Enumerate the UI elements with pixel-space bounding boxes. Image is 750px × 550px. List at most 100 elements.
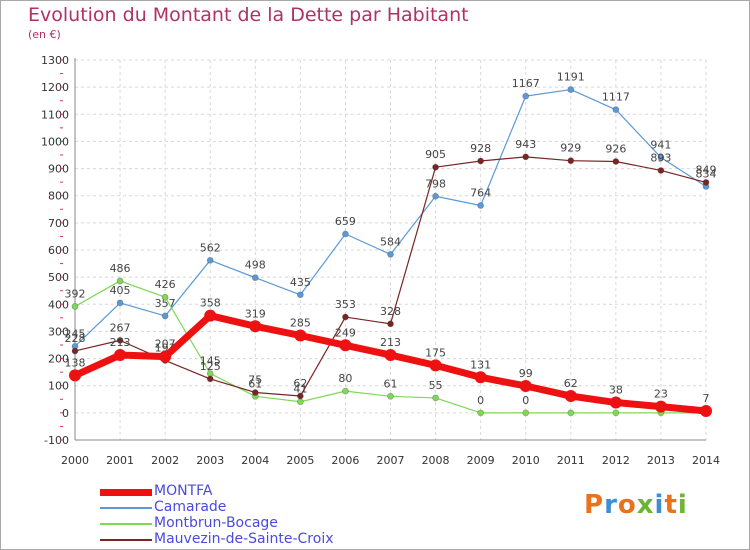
x-tick-label: 2004 xyxy=(241,454,269,467)
data-point-mauvezin-de-sainte-croix xyxy=(116,336,124,344)
data-point-montfa xyxy=(384,349,397,362)
data-point-montbrun-bocage xyxy=(342,387,349,395)
data-label-montfa: 99 xyxy=(519,367,533,380)
data-label-camarade: 834 xyxy=(696,167,717,180)
data-label-camarade: 1117 xyxy=(602,91,630,104)
data-point-camarade xyxy=(161,312,169,320)
y-tick-label: 600 xyxy=(48,244,69,257)
data-point-camarade xyxy=(206,256,214,264)
data-label-mauvezin-de-sainte-croix: 893 xyxy=(650,151,671,164)
data-label-montbrun-bocage: 145 xyxy=(200,355,221,368)
y-tick-label: 1000 xyxy=(41,135,69,148)
x-tick-label: 2012 xyxy=(602,454,630,467)
data-point-camarade xyxy=(296,291,304,299)
data-point-mauvezin-de-sainte-croix xyxy=(657,167,665,174)
legend-swatch-montfa xyxy=(100,488,152,496)
x-tick-label: 2006 xyxy=(331,454,359,467)
data-point-montfa xyxy=(204,309,217,322)
data-label-montfa: 249 xyxy=(335,326,356,339)
data-label-mauvezin-de-sainte-croix: 926 xyxy=(605,143,626,156)
proxiti-logo: Proxiti xyxy=(584,490,688,520)
data-point-montfa xyxy=(114,349,127,362)
logo-letter: r xyxy=(604,490,618,520)
data-label-montbrun-bocage: 0 xyxy=(522,394,529,407)
y-tick-label: 800 xyxy=(48,190,69,203)
data-label-montbrun-bocage: 55 xyxy=(429,379,443,392)
data-label-mauvezin-de-sainte-croix: 928 xyxy=(470,142,491,155)
data-point-mauvezin-de-sainte-croix xyxy=(432,163,439,171)
data-label-montfa: 7 xyxy=(703,392,710,405)
data-label-montbrun-bocage: 0 xyxy=(477,394,484,407)
y-tick-label: 200 xyxy=(48,353,69,366)
y-tick-label: 300 xyxy=(48,325,69,338)
data-point-mauvezin-de-sainte-croix xyxy=(477,157,485,165)
data-point-camarade xyxy=(567,86,575,93)
data-label-camarade: 941 xyxy=(650,138,671,151)
data-point-camarade xyxy=(342,230,349,238)
data-label-montfa: 207 xyxy=(155,338,176,351)
data-label-montfa: 138 xyxy=(65,356,86,369)
data-label-montbrun-bocage: 486 xyxy=(110,262,131,275)
logo-letter: i xyxy=(677,490,688,520)
data-label-mauvezin-de-sainte-croix: 228 xyxy=(65,332,86,345)
data-point-montbrun-bocage xyxy=(116,277,124,285)
logo-letter: i xyxy=(654,490,665,520)
data-point-mauvezin-de-sainte-croix xyxy=(251,389,259,396)
y-tick-label: 0 xyxy=(62,407,69,420)
data-point-montfa xyxy=(69,369,81,382)
x-tick-label: 2007 xyxy=(377,454,405,467)
logo-letter: t xyxy=(664,490,678,520)
logo-letter: P xyxy=(584,490,605,520)
data-point-mauvezin-de-sainte-croix xyxy=(71,347,79,355)
data-point-montfa xyxy=(474,371,487,384)
logo-letter: o xyxy=(617,490,637,520)
data-point-camarade xyxy=(432,192,439,200)
legend-label-camarade: Camarade xyxy=(154,499,227,515)
data-point-camarade xyxy=(251,274,259,282)
data-point-montfa xyxy=(339,339,352,352)
data-point-montbrun-bocage xyxy=(387,392,394,400)
legend-swatch-mauvezin xyxy=(100,539,152,541)
data-label-camarade: 245 xyxy=(65,327,86,340)
data-label-montbrun-bocage: 61 xyxy=(384,377,398,390)
y-tick-label: 700 xyxy=(48,217,69,230)
data-point-montfa xyxy=(609,396,622,409)
y-tick-label: 1200 xyxy=(41,81,69,94)
data-label-camarade: 798 xyxy=(425,177,446,190)
x-tick-label: 2013 xyxy=(647,454,675,467)
data-label-montfa: 131 xyxy=(470,358,491,371)
data-point-montbrun-bocage xyxy=(432,394,439,402)
y-tick-label: 900 xyxy=(48,163,69,176)
data-point-montfa xyxy=(294,329,307,342)
data-label-camarade: 498 xyxy=(245,259,266,272)
x-tick-label: 2000 xyxy=(61,454,89,467)
data-point-montfa xyxy=(700,404,712,417)
data-point-montfa xyxy=(654,400,667,413)
data-point-montbrun-bocage xyxy=(296,398,304,406)
data-label-camarade: 1191 xyxy=(557,71,585,84)
data-point-montbrun-bocage xyxy=(612,409,620,417)
x-tick-label: 2002 xyxy=(151,454,179,467)
data-label-montbrun-bocage: 41 xyxy=(293,383,307,396)
legend-label-montfa: MONTFA xyxy=(154,483,213,499)
data-point-camarade xyxy=(657,154,665,161)
data-label-montfa: 213 xyxy=(110,336,131,349)
legend-swatch-camarade xyxy=(100,507,152,509)
data-label-montfa: 285 xyxy=(290,317,311,330)
data-point-mauvezin-de-sainte-croix xyxy=(522,153,530,161)
y-tick-label: 1100 xyxy=(41,108,69,121)
unit-label: (en €) xyxy=(28,28,61,41)
data-label-montfa: 38 xyxy=(609,384,623,397)
x-tick-label: 2010 xyxy=(512,454,540,467)
data-point-montfa xyxy=(159,350,172,363)
x-tick-label: 2011 xyxy=(557,454,585,467)
data-label-montfa: 175 xyxy=(425,346,446,359)
x-tick-label: 2001 xyxy=(106,454,134,467)
data-label-montfa: 62 xyxy=(564,377,578,390)
data-point-montfa xyxy=(429,359,442,372)
data-point-montfa xyxy=(564,390,577,403)
legend-label-montbrun-bocage: Montbrun-Bocage xyxy=(154,515,278,531)
data-point-montbrun-bocage xyxy=(477,409,485,417)
data-label-montbrun-bocage: 392 xyxy=(65,287,86,300)
